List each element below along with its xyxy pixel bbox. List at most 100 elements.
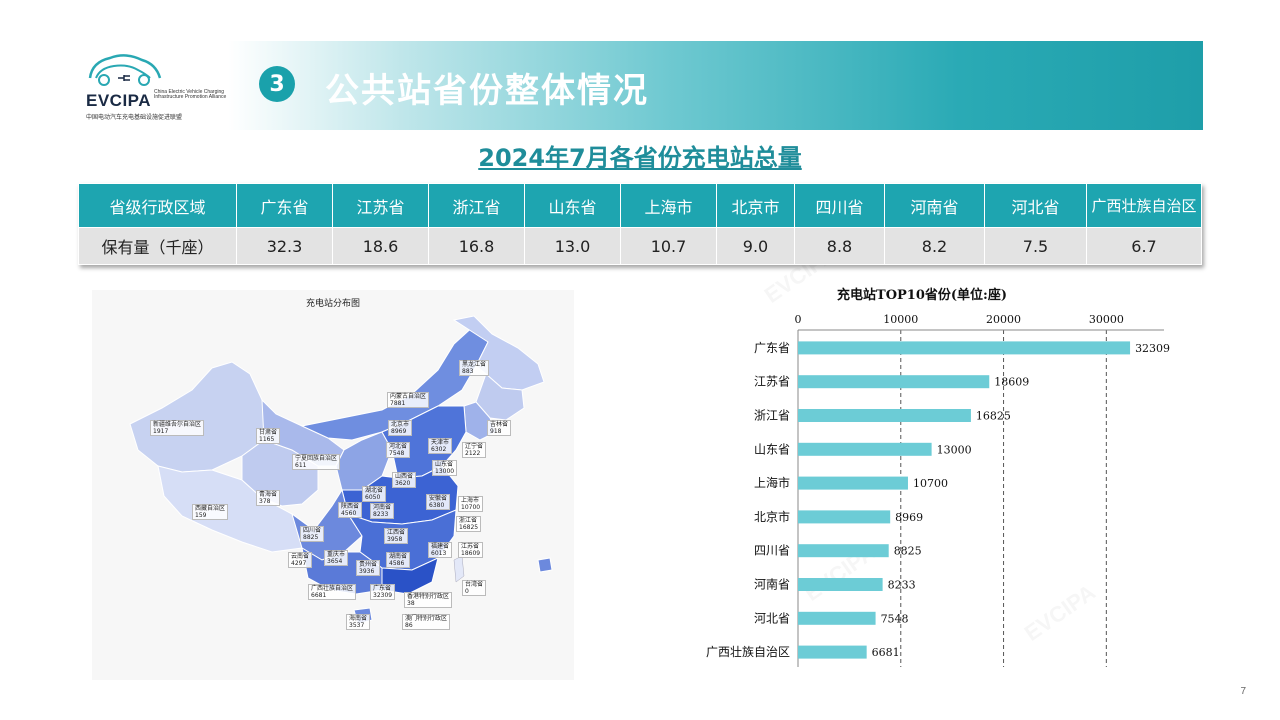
table-cell: 9.0 xyxy=(716,227,795,265)
table-header-cell: 浙江省 xyxy=(428,183,525,228)
y-category-label: 四川省 xyxy=(754,544,790,558)
map-region-label: 陕西省 4560 xyxy=(338,502,363,518)
table-header-cell: 山东省 xyxy=(524,183,621,228)
map-region-name: 浙江省 xyxy=(459,517,478,524)
bar-value-label: 16825 xyxy=(976,410,1011,423)
map-region-name: 台湾省 xyxy=(465,581,484,588)
map-region-label: 贵州省 3936 xyxy=(356,560,381,576)
map-region-label: 上海市 10700 xyxy=(458,496,484,512)
table-header-cell: 江苏省 xyxy=(332,183,429,228)
map-region-name: 山东省 xyxy=(435,461,454,468)
map-region-name: 吉林省 xyxy=(490,421,509,428)
map-region-value: 18609 xyxy=(461,550,481,557)
bar xyxy=(798,476,908,490)
bar xyxy=(798,442,932,456)
map-region-label: 北京市 8969 xyxy=(388,420,413,436)
map-region-value: 8969 xyxy=(391,428,407,435)
map-region-label: 河南省 8233 xyxy=(370,503,395,519)
map-region-name: 澳门特别行政区 xyxy=(405,615,448,622)
table-header-cell: 广东省 xyxy=(236,183,333,228)
charging-station-map: 充电站分布图 黑龙江省 883 吉林省 918 辽宁省 2122 内蒙古自治区 7881 新疆维… xyxy=(92,290,574,680)
map-region-name: 湖南省 xyxy=(389,553,408,560)
car-plug-icon xyxy=(88,54,162,86)
table-cell: 8.2 xyxy=(884,227,985,265)
map-region-name: 江苏省 xyxy=(461,543,480,550)
map-region-name: 陕西省 xyxy=(341,503,360,510)
map-region-name: 河北省 xyxy=(389,443,408,450)
bar xyxy=(798,645,867,659)
bar xyxy=(798,611,876,625)
y-category-label: 山东省 xyxy=(754,442,790,456)
map-region-value: 3620 xyxy=(395,480,411,487)
map-region-name: 山西省 xyxy=(395,473,414,480)
map-region-name: 天津市 xyxy=(431,439,450,446)
section-banner xyxy=(228,41,1203,130)
y-category-label: 上海市 xyxy=(754,475,790,490)
map-region-value: 4560 xyxy=(341,510,357,517)
table-cell: 10.7 xyxy=(620,227,717,265)
map-region-label: 广东省 32309 xyxy=(370,584,396,600)
page-subtitle: 2024年7月各省份充电站总量 xyxy=(478,144,802,172)
bar xyxy=(798,578,883,591)
map-region-label: 四川省 8825 xyxy=(300,526,325,542)
table-cell: 8.8 xyxy=(794,227,885,265)
logo-cn-name: 中国电动汽车充电基础设施促进联盟 xyxy=(86,114,183,121)
map-region-value: 3654 xyxy=(327,558,343,565)
map-region-label: 重庆市 3654 xyxy=(324,550,349,566)
map-region-label: 内蒙古自治区 7881 xyxy=(387,392,430,408)
map-region-name: 湖北省 xyxy=(365,487,384,494)
map-region-name: 黑龙江省 xyxy=(462,361,487,368)
map-region-name: 西藏自治区 xyxy=(195,505,226,512)
map-region-label: 湖北省 6050 xyxy=(362,486,387,502)
map-region-name: 内蒙古自治区 xyxy=(390,393,427,400)
map-region-name: 北京市 xyxy=(391,421,410,428)
map-region-name: 云南省 xyxy=(291,553,310,560)
map-region-label: 福建省 6013 xyxy=(428,542,453,558)
map-region-name: 江西省 xyxy=(387,529,406,536)
china-map-shape xyxy=(129,315,553,625)
map-region-label: 甘肃省 1165 xyxy=(256,428,281,444)
bar-value-label: 8233 xyxy=(888,579,916,592)
y-category-label: 广西壮族自治区 xyxy=(706,645,790,659)
map-region-value: 611 xyxy=(295,462,307,469)
map-region-value: 38 xyxy=(407,600,415,607)
map-region-name: 贵州省 xyxy=(359,561,378,568)
table-header-cell: 四川省 xyxy=(794,183,885,228)
map-region-name: 甘肃省 xyxy=(259,429,278,436)
y-category-label: 北京市 xyxy=(754,509,790,524)
bar-value-label: 8969 xyxy=(895,511,923,524)
map-region-name: 新疆维吾尔自治区 xyxy=(153,421,202,428)
map-region-label: 香港特别行政区 38 xyxy=(404,592,453,608)
map-region-value: 2122 xyxy=(465,450,481,457)
map-region-label: 浙江省 16825 xyxy=(456,516,482,532)
logo: EVCIPA China Electric Vehicle Charging I… xyxy=(80,46,230,126)
map-region-label: 山东省 13000 xyxy=(432,460,458,476)
top10-bar-chart: 充电站TOP10省份(单位:座) 0 10000 20000 30000 广东省 323… xyxy=(706,287,1170,667)
x-tick-label: 30000 xyxy=(1089,313,1124,326)
map-region-value: 6050 xyxy=(365,494,381,501)
y-category-label: 江苏省 xyxy=(754,375,790,389)
x-tick-label: 10000 xyxy=(883,313,918,326)
bar xyxy=(798,409,971,422)
table-cell: 7.5 xyxy=(984,227,1087,265)
map-region-name: 宁夏回族自治区 xyxy=(295,455,338,462)
province-table: 省级行政区域 广东省 江苏省 浙江省 山东省 上海市 北京市 四川省 河南省 河… xyxy=(78,183,1202,265)
map-region-value: 6013 xyxy=(431,550,447,557)
map-region-value: 13000 xyxy=(435,468,455,475)
map-title: 充电站分布图 xyxy=(305,299,360,309)
map-region-name: 四川省 xyxy=(303,527,322,534)
page-number: 7 xyxy=(1240,686,1246,697)
x-tick-label: 0 xyxy=(795,313,802,326)
map-region-label: 吉林省 918 xyxy=(487,420,512,436)
map-region-label: 安徽省 6380 xyxy=(426,494,451,510)
table-cell: 16.8 xyxy=(428,227,525,265)
table-cell: 6.7 xyxy=(1086,227,1202,265)
map-region-value: 7881 xyxy=(390,400,406,407)
map-region-label: 河北省 7548 xyxy=(386,442,411,458)
bar-value-label: 10700 xyxy=(913,477,948,490)
map-region-name: 香港特别行政区 xyxy=(407,593,450,600)
table-header-cell: 上海市 xyxy=(620,183,717,228)
map-region-label: 辽宁省 2122 xyxy=(462,442,487,458)
map-region-label: 新疆维吾尔自治区 1917 xyxy=(150,420,205,436)
table-row: 保有量（千座） 32.3 18.6 16.8 13.0 10.7 9.0 8.8… xyxy=(78,227,1202,265)
